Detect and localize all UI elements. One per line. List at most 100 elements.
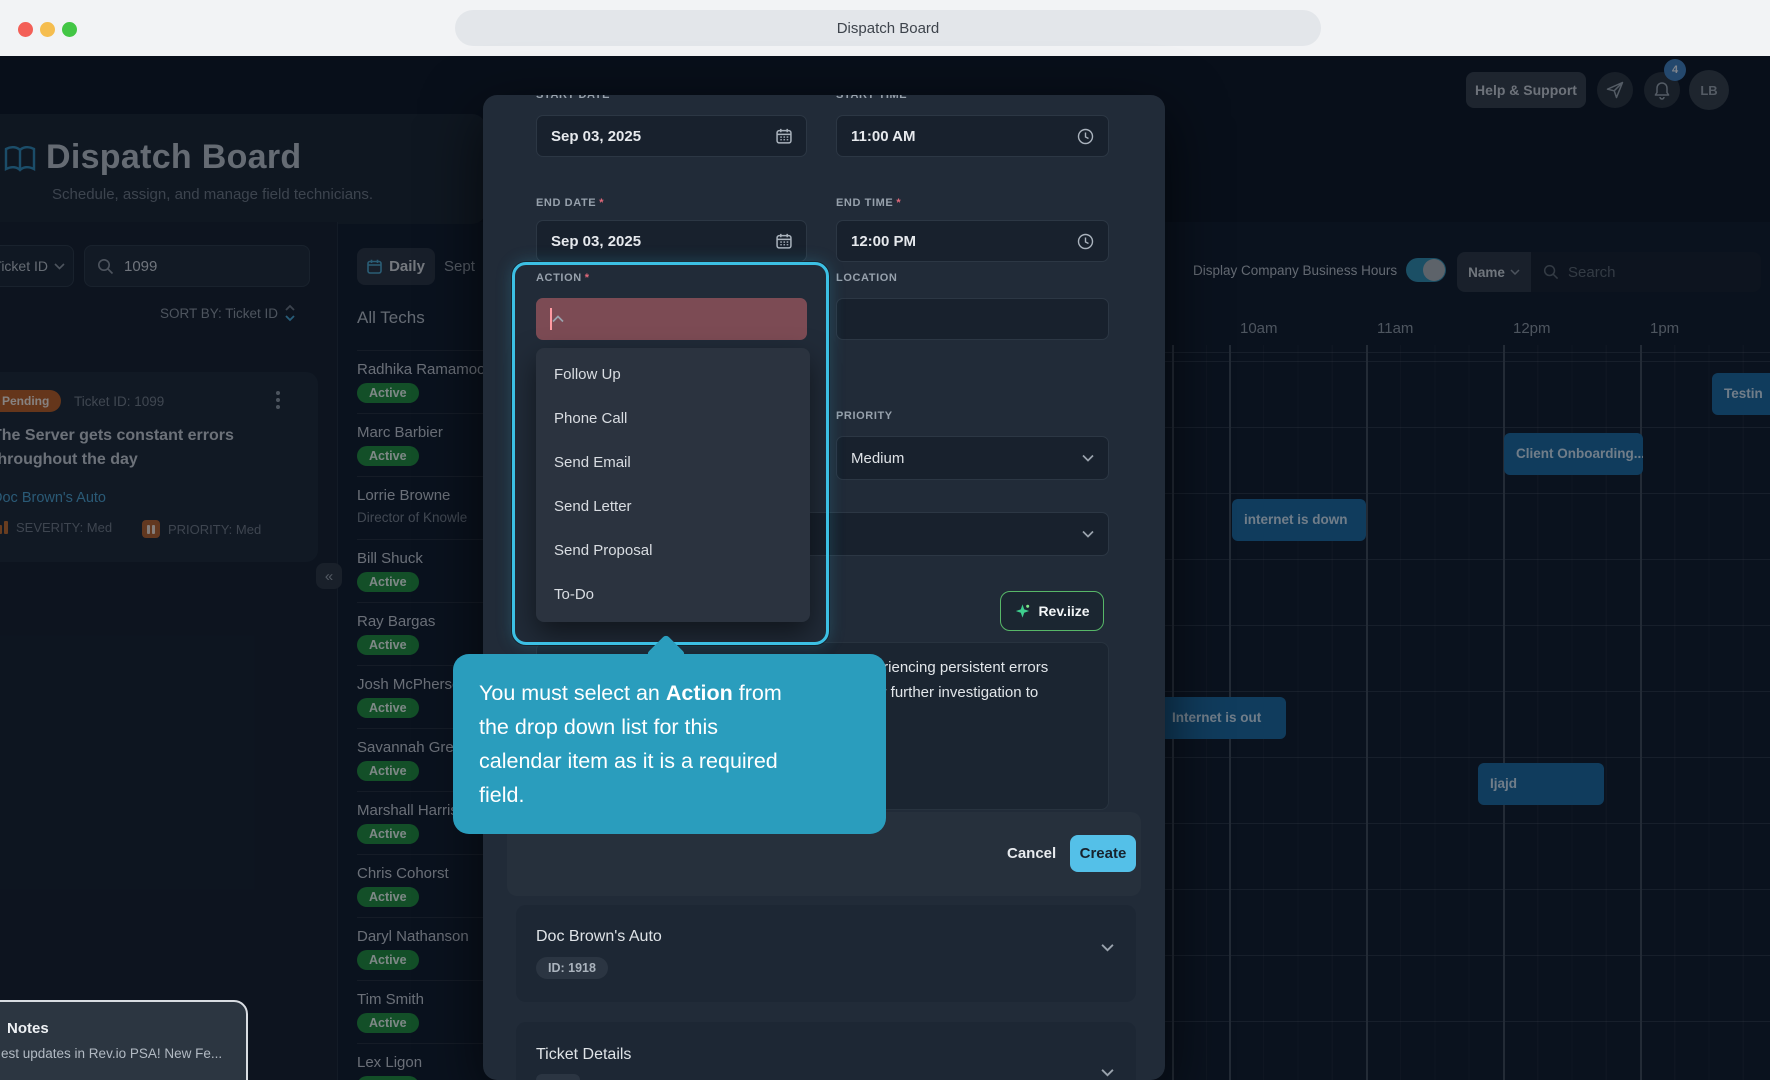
calendar-event[interactable]: Testin [1712,373,1770,415]
ticket-search-input[interactable]: 1099 [84,245,310,287]
send-button[interactable] [1597,72,1633,108]
priority-label: PRIORITY: Med [168,521,262,537]
chevron-down-icon [54,262,65,270]
technician-list-item[interactable]: Radhika Ramamoo Active [357,350,487,413]
technician-name: Bill Shuck [357,550,423,567]
technician-list-item[interactable]: Tim Smith Active [357,980,487,1043]
calendar-search-placeholder: Search [1568,263,1616,281]
window-close-button[interactable] [18,22,33,37]
window-zoom-button[interactable] [62,22,77,37]
cancel-button[interactable]: Cancel [1007,845,1057,862]
priority-label: PRIORITY [836,410,893,422]
collapse-sidebar-button[interactable]: « [316,563,342,589]
technician-list-item[interactable]: Chris Cohorst Active [357,854,487,917]
action-option[interactable]: Send Letter [554,498,632,515]
ticket-details-section[interactable]: Ticket Details [516,1022,1136,1080]
technician-list-item[interactable]: Ray Bargas Active [357,602,487,665]
window-titlebar: Dispatch Board [0,0,1770,56]
calendar-event[interactable]: internet is down [1232,499,1366,541]
current-month-label: Sept [444,258,475,275]
calendar-icon [367,259,382,274]
header-panel [0,114,486,224]
account-section-title: Doc Brown's Auto [536,928,662,945]
sort-direction-icon[interactable] [284,304,296,322]
action-select[interactable] [536,298,807,340]
window-title: Dispatch Board [836,19,940,37]
start-date-field[interactable]: Sep 03, 2025 [536,115,807,157]
end-date-field[interactable]: Sep 03, 2025 [536,220,807,262]
priority-select[interactable]: Medium [836,436,1109,480]
daily-label: Daily [389,258,425,275]
end-date-label: END DATE * [536,197,605,209]
ticket-filter-value: Ticket ID [0,258,48,274]
technician-list-item[interactable]: Marc Barbier Active [357,413,487,476]
tooltip-line3: calendar item as it is a required [479,749,778,773]
technician-name: Daryl Nathanson [357,928,469,945]
location-input[interactable] [836,298,1109,340]
dispatch-logo-icon [4,146,36,174]
view-mode-daily-button[interactable]: Daily [357,248,435,285]
ticket-search-value: 1099 [124,257,158,275]
chevron-down-icon [1082,454,1094,462]
calendar-search-input[interactable]: Search [1531,252,1761,292]
technician-list-item[interactable]: Lorrie Browne Director of Knowle [357,476,487,539]
help-support-button[interactable]: Help & Support [1466,72,1586,108]
technician-list-item[interactable]: Josh McPherso Active [357,665,487,728]
clock-icon [1077,128,1094,144]
technician-list-item[interactable]: Bill Shuck Active [357,539,487,602]
technician-name: Savannah Gree [357,739,463,756]
technician-name: Chris Cohorst [357,865,449,882]
ticket-account-link[interactable]: Doc Brown's Auto [0,490,106,506]
action-option[interactable]: To-Do [554,586,595,603]
account-section[interactable]: Doc Brown's Auto ID: 1918 [516,905,1136,1002]
technician-list: Radhika Ramamoo Active Marc Barbier Acti… [357,350,487,1080]
ticket-filter-select[interactable]: Ticket ID [0,245,74,287]
search-field-select[interactable]: Name [1457,252,1531,292]
technician-list-item[interactable]: Marshall Harris Active [357,791,487,854]
technician-role: Director of Knowle [357,510,468,525]
ticket-menu-button[interactable] [268,386,288,414]
business-hours-label: Display Company Business Hours [1193,263,1398,278]
technician-name: Radhika Ramamoo [357,361,486,378]
technician-name: Marshall Harris [357,802,458,819]
end-time-label: END TIME * [836,197,902,209]
account-id-badge: ID: 1918 [536,957,608,979]
ticket-title: The Server gets constant errors througho… [0,427,234,468]
technician-name: Josh McPherso [357,676,461,693]
calendar-event[interactable]: Internet is out [1160,697,1286,739]
action-option[interactable]: Send Email [554,454,631,471]
technician-list-item[interactable]: Daryl Nathanson Active [357,917,487,980]
technician-list-item[interactable]: Savannah Gree Active [357,728,487,791]
notes-body: est updates in Rev.io PSA! New Fe... [1,1046,223,1061]
tickets-sidebar [0,222,337,1080]
create-button[interactable]: Create [1070,835,1136,872]
priority-icon [142,520,160,538]
sort-control[interactable]: SORT BY: Ticket ID [40,304,296,322]
technician-name: Marc Barbier [357,424,443,441]
bell-icon [1654,81,1670,100]
calendar-event[interactable]: Client Onboarding... [1504,433,1643,475]
ticket-card[interactable]: Pending Ticket ID: 1099 The Server gets … [0,372,318,562]
address-bar[interactable]: Dispatch Board [455,10,1321,46]
chevron-down-icon[interactable] [1101,943,1114,952]
technician-status-badge: Active [357,572,419,592]
start-time-field[interactable]: 11:00 AM [836,115,1109,157]
release-notes-card[interactable]: Notes est updates in Rev.io PSA! New Fe.… [0,1000,248,1080]
chevron-down-icon[interactable] [1101,1068,1114,1077]
tooltip-line1: You must select an Action from [479,681,782,705]
end-time-field[interactable]: 12:00 PM [836,220,1109,262]
window-minimize-button[interactable] [40,22,55,37]
user-avatar[interactable]: LB [1689,70,1729,110]
ticket-severity: SEVERITY: Med [0,520,112,535]
action-options-dropdown: Follow Up Phone Call Send Email Send Let… [536,348,810,622]
action-option[interactable]: Send Proposal [554,542,653,559]
action-option[interactable]: Phone Call [554,410,628,427]
technician-status-badge: Active [357,698,419,718]
business-hours-toggle[interactable] [1406,258,1446,282]
action-option[interactable]: Follow Up [554,366,621,383]
calendar-event[interactable]: Ijajd [1478,763,1604,805]
technician-name: Tim Smith [357,991,424,1008]
reviize-ai-button[interactable]: Rev.iize [1000,591,1104,631]
technician-status-badge: Active [357,1013,419,1033]
ticket-details-badge [536,1074,580,1080]
